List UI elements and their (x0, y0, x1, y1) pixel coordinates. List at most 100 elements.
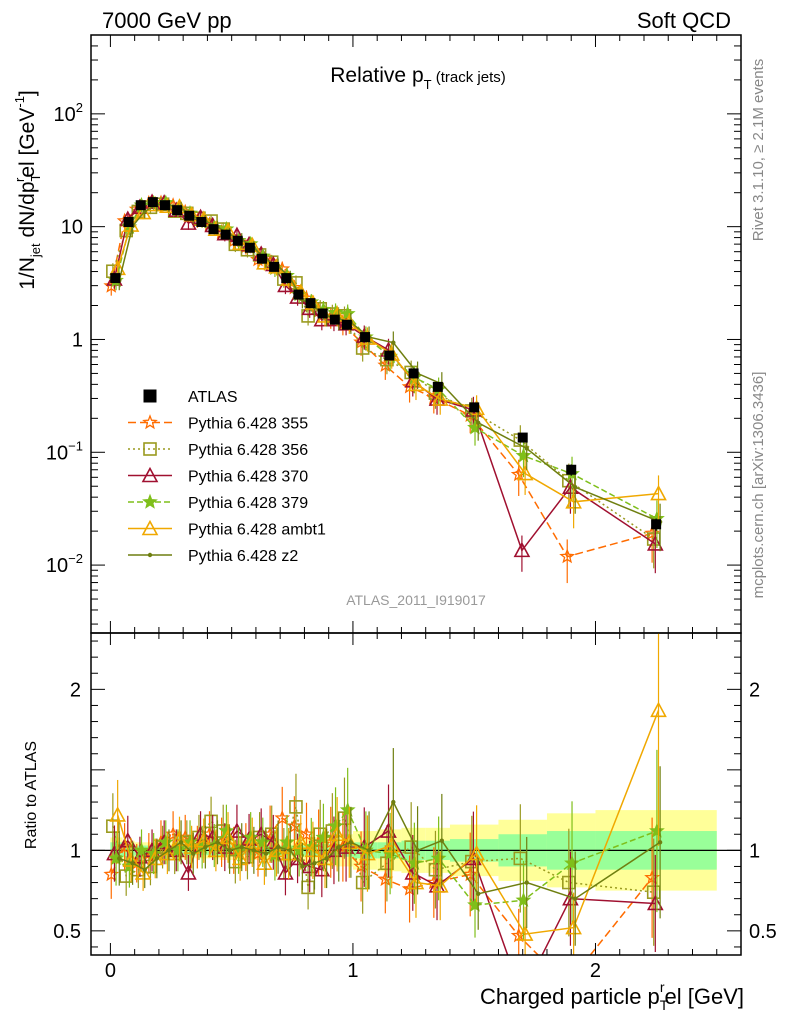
ratio-point (573, 896, 578, 901)
x-tick-label: 0 (105, 960, 116, 982)
mcplots-label: mcplots.cern.ch [arXiv:1306.3436] (750, 372, 767, 599)
x-label-pre: Charged particle p (480, 984, 660, 1009)
ratio-point (348, 840, 354, 845)
main-y-label-b-sup: r (12, 177, 27, 182)
ratio-frame (90, 632, 742, 956)
legend-label: Pythia 6.428 379 (188, 495, 308, 512)
main-point (516, 464, 534, 481)
main-y-label-b-sub: T (28, 173, 43, 181)
ratio-point (207, 841, 225, 858)
data-point (244, 242, 255, 253)
main-point (142, 209, 147, 214)
ratio-point (324, 856, 329, 861)
ratio-point (430, 850, 447, 866)
main-point (407, 375, 425, 392)
data-point (159, 200, 170, 211)
ratio-point (228, 822, 246, 838)
ratio-point (289, 800, 303, 814)
ratio-point (366, 848, 372, 853)
ratio-y-tick-label-right: 1 (749, 840, 760, 862)
main-y-tick-label: 10−1 (46, 438, 83, 464)
main-point (559, 548, 576, 564)
ratio-point (336, 844, 341, 850)
header-left: 7000 GeV pp (102, 8, 232, 33)
data-point (384, 350, 395, 361)
legend-marker (143, 442, 157, 456)
main-series-2 (106, 193, 664, 574)
analysis-id: ATLAS_2011_I919017 (346, 592, 486, 608)
main-point (515, 447, 532, 463)
legend-label: Pythia 6.428 356 (188, 442, 308, 459)
x-tick-label: 2 (590, 960, 601, 982)
legend-marker (147, 552, 153, 558)
data-point (305, 298, 316, 309)
ratio-series-4 (109, 633, 667, 955)
ratio-point (391, 799, 396, 805)
data-series (110, 197, 662, 531)
ratio-point (157, 834, 174, 850)
ratio-point (406, 854, 423, 870)
ratio-point (646, 894, 664, 911)
ratio-point (415, 848, 420, 853)
ratio-point (312, 861, 317, 866)
data-point (281, 273, 292, 284)
ratio-point (254, 834, 271, 850)
ratio-point (279, 834, 295, 850)
ratio-y-axis-label: Ratio to ATLAS (23, 741, 40, 849)
ratio-point (383, 836, 401, 853)
ratio-point (191, 851, 196, 856)
legend-marker (141, 519, 159, 536)
main-y-tick-labels: 10−2 10−1 1 10 102 (46, 100, 83, 577)
ratio-point (288, 848, 293, 853)
x-tick-label: 1 (347, 960, 358, 982)
ratio-panel: 0 1 2 0.5 0.5 1 1 2 2 (53, 35, 777, 982)
ratio-point (565, 918, 582, 935)
ratio-point (178, 840, 184, 845)
main-series-1 (106, 197, 661, 569)
ratio-point (275, 844, 281, 850)
data-point (208, 224, 219, 235)
main-frame (90, 34, 742, 634)
legend-label: Pythia 6.428 ambt1 (188, 522, 326, 539)
ratio-point (476, 891, 481, 897)
legend-marker (142, 414, 158, 430)
ratio-point (117, 856, 122, 861)
ratio-point (339, 801, 356, 817)
ratio-point (256, 854, 273, 871)
ratio-point (108, 850, 124, 866)
main-point (467, 419, 483, 435)
main-point (650, 484, 667, 501)
main-point (524, 446, 529, 451)
ratio-point (304, 841, 322, 858)
main-y-label-a-sub: jet (28, 243, 43, 258)
ratio-point (516, 925, 534, 941)
ratio-point (515, 892, 532, 907)
main-point (476, 420, 481, 426)
ratio-y-tick-label: 1 (70, 840, 81, 862)
ratio-point (648, 822, 665, 838)
ratio-point (231, 849, 249, 866)
data-point (566, 464, 577, 475)
ratio-point (180, 864, 197, 880)
ratio-point (219, 828, 237, 845)
ratio-y-tick-label-right: 2 (749, 679, 760, 701)
header-right: Soft QCD (637, 8, 731, 33)
legend-label: Pythia 6.428 370 (188, 469, 308, 486)
chart-title: Relative pT (track jets) (330, 64, 506, 92)
ratio-point (109, 806, 126, 822)
legend-marker (141, 466, 159, 483)
main-point (565, 493, 582, 509)
ratio-y-tick-labels: 0.5 0.5 1 1 2 2 (53, 679, 777, 943)
ratio-point (657, 840, 663, 845)
main-y-label-c-sup: -1 (12, 96, 27, 108)
ratio-point (251, 848, 257, 853)
ratio-point (286, 817, 303, 833)
legend-label: Pythia 6.428 z2 (188, 548, 298, 565)
ratio-y-tick-label: 0.5 (53, 921, 81, 943)
ratio-point (407, 873, 425, 890)
ratio-point (134, 864, 152, 880)
ratio-point (328, 825, 346, 842)
main-y-label-c: el [GeV (16, 108, 39, 178)
main-y-label-a: 1/N (16, 257, 39, 290)
